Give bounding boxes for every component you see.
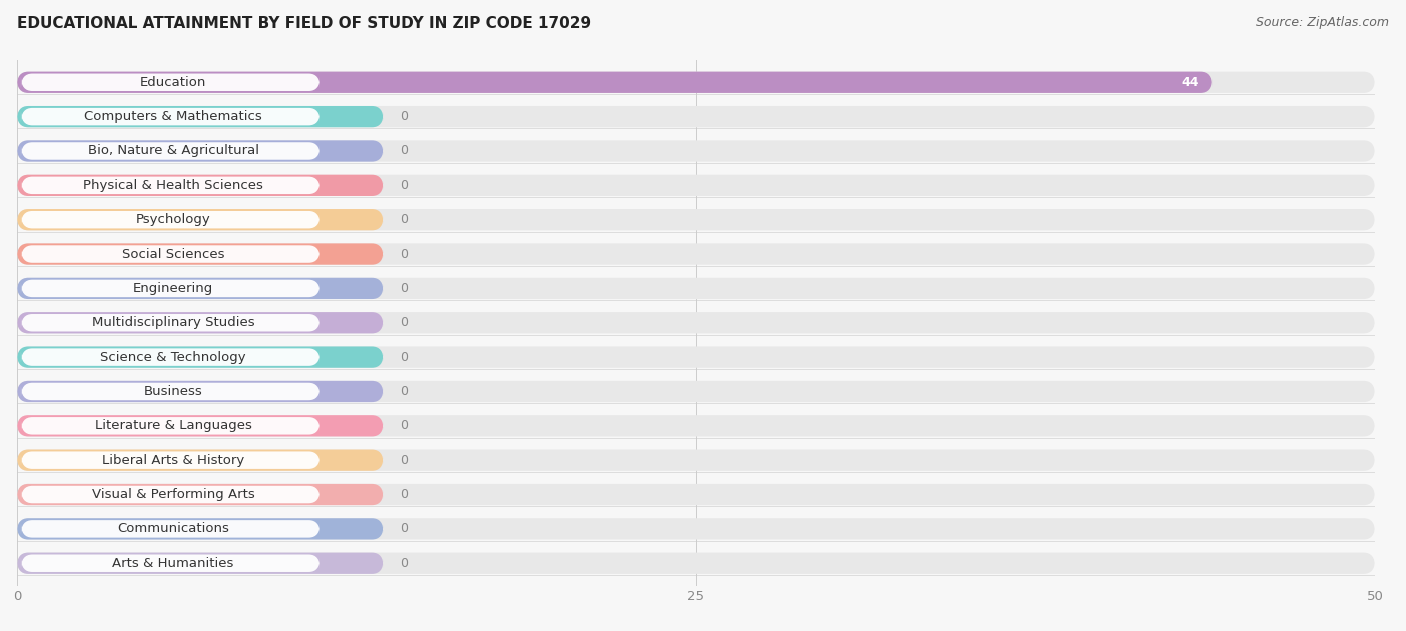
Text: 0: 0 — [399, 454, 408, 467]
Text: 0: 0 — [399, 488, 408, 501]
Text: 0: 0 — [399, 522, 408, 535]
FancyBboxPatch shape — [21, 280, 319, 297]
FancyBboxPatch shape — [17, 312, 1375, 333]
FancyBboxPatch shape — [17, 278, 1375, 299]
Text: Multidisciplinary Studies: Multidisciplinary Studies — [91, 316, 254, 329]
FancyBboxPatch shape — [17, 312, 384, 333]
FancyBboxPatch shape — [21, 383, 319, 400]
Text: Visual & Performing Arts: Visual & Performing Arts — [91, 488, 254, 501]
Text: Physical & Health Sciences: Physical & Health Sciences — [83, 179, 263, 192]
FancyBboxPatch shape — [17, 244, 384, 264]
FancyBboxPatch shape — [17, 449, 384, 471]
Text: 0: 0 — [399, 247, 408, 261]
FancyBboxPatch shape — [17, 518, 1375, 540]
Text: Arts & Humanities: Arts & Humanities — [112, 557, 233, 570]
FancyBboxPatch shape — [21, 245, 319, 262]
FancyBboxPatch shape — [21, 451, 319, 469]
FancyBboxPatch shape — [17, 381, 384, 402]
Text: 44: 44 — [1181, 76, 1199, 89]
FancyBboxPatch shape — [21, 417, 319, 435]
FancyBboxPatch shape — [17, 140, 1375, 162]
Text: Education: Education — [139, 76, 207, 89]
Text: Source: ZipAtlas.com: Source: ZipAtlas.com — [1256, 16, 1389, 29]
FancyBboxPatch shape — [17, 209, 1375, 230]
FancyBboxPatch shape — [21, 348, 319, 366]
FancyBboxPatch shape — [17, 484, 1375, 505]
FancyBboxPatch shape — [17, 518, 384, 540]
Text: Psychology: Psychology — [136, 213, 211, 226]
FancyBboxPatch shape — [21, 555, 319, 572]
FancyBboxPatch shape — [17, 209, 384, 230]
Text: 0: 0 — [399, 557, 408, 570]
Text: 0: 0 — [399, 282, 408, 295]
FancyBboxPatch shape — [21, 211, 319, 228]
Text: 0: 0 — [399, 420, 408, 432]
Text: 0: 0 — [399, 213, 408, 226]
FancyBboxPatch shape — [21, 108, 319, 126]
Text: Business: Business — [143, 385, 202, 398]
Text: Communications: Communications — [117, 522, 229, 535]
FancyBboxPatch shape — [17, 553, 384, 574]
Text: 0: 0 — [399, 144, 408, 158]
Text: Engineering: Engineering — [134, 282, 214, 295]
FancyBboxPatch shape — [17, 346, 1375, 368]
FancyBboxPatch shape — [17, 244, 1375, 264]
FancyBboxPatch shape — [17, 175, 1375, 196]
FancyBboxPatch shape — [17, 175, 384, 196]
FancyBboxPatch shape — [17, 106, 1375, 127]
FancyBboxPatch shape — [17, 140, 384, 162]
Text: Bio, Nature & Agricultural: Bio, Nature & Agricultural — [87, 144, 259, 158]
FancyBboxPatch shape — [21, 177, 319, 194]
Text: 0: 0 — [399, 110, 408, 123]
FancyBboxPatch shape — [21, 314, 319, 331]
FancyBboxPatch shape — [21, 520, 319, 538]
FancyBboxPatch shape — [21, 74, 319, 91]
FancyBboxPatch shape — [17, 553, 1375, 574]
Text: 0: 0 — [399, 179, 408, 192]
FancyBboxPatch shape — [17, 449, 1375, 471]
Text: 0: 0 — [399, 316, 408, 329]
FancyBboxPatch shape — [21, 142, 319, 160]
FancyBboxPatch shape — [17, 346, 384, 368]
Text: 0: 0 — [399, 351, 408, 363]
Text: Social Sciences: Social Sciences — [122, 247, 225, 261]
FancyBboxPatch shape — [17, 72, 1212, 93]
Text: Computers & Mathematics: Computers & Mathematics — [84, 110, 262, 123]
Text: 0: 0 — [399, 385, 408, 398]
FancyBboxPatch shape — [17, 415, 384, 437]
FancyBboxPatch shape — [17, 72, 1375, 93]
Text: Liberal Arts & History: Liberal Arts & History — [103, 454, 245, 467]
Text: Science & Technology: Science & Technology — [100, 351, 246, 363]
FancyBboxPatch shape — [17, 381, 1375, 402]
FancyBboxPatch shape — [17, 106, 384, 127]
FancyBboxPatch shape — [17, 278, 384, 299]
Text: EDUCATIONAL ATTAINMENT BY FIELD OF STUDY IN ZIP CODE 17029: EDUCATIONAL ATTAINMENT BY FIELD OF STUDY… — [17, 16, 591, 31]
Text: Literature & Languages: Literature & Languages — [94, 420, 252, 432]
FancyBboxPatch shape — [17, 484, 384, 505]
FancyBboxPatch shape — [21, 486, 319, 504]
FancyBboxPatch shape — [17, 415, 1375, 437]
